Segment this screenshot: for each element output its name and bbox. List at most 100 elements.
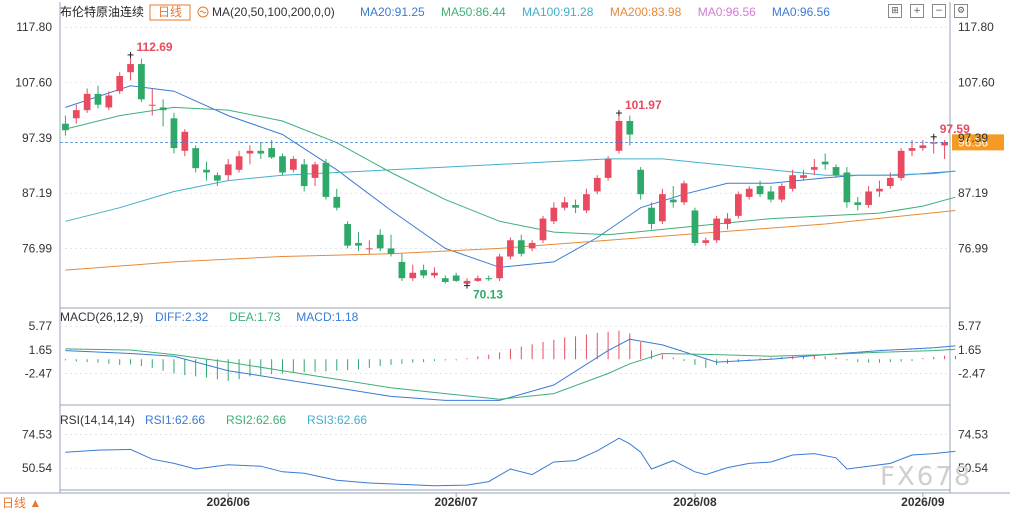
indicator-value: MA100:91.28 — [522, 5, 594, 19]
candle — [203, 161, 210, 181]
x-tick-label: 2026/07 — [434, 495, 478, 509]
period-tag-box — [149, 4, 191, 21]
candle-body — [463, 280, 471, 284]
candle — [83, 88, 91, 113]
candle — [854, 196, 862, 211]
candle-body — [583, 194, 590, 211]
candle — [593, 175, 601, 195]
candle — [94, 85, 102, 109]
candle — [876, 180, 883, 197]
candle-body — [941, 142, 948, 146]
candle — [659, 188, 666, 224]
candle-body — [420, 270, 427, 276]
candle — [181, 129, 189, 157]
candle-body — [734, 194, 742, 216]
candle — [246, 145, 254, 165]
grid-icon[interactable]: ⊞ — [888, 4, 902, 18]
candle — [919, 139, 927, 151]
candle-body — [865, 191, 872, 206]
candle-body — [626, 120, 634, 135]
macd-dea-line — [65, 348, 956, 400]
period-button[interactable]: 日线 ▲ — [2, 496, 42, 510]
indicator-settings-icon[interactable] — [197, 6, 209, 18]
candle — [756, 180, 764, 197]
candle — [941, 139, 948, 159]
candle-body — [62, 123, 69, 131]
grid-lines — [0, 2, 1010, 494]
indicator-value: MA200:83.98 — [610, 5, 682, 19]
candle-body — [593, 177, 601, 192]
candle-body — [170, 118, 178, 149]
period-tag[interactable]: 日线 — [158, 5, 182, 19]
candle-body — [105, 95, 113, 108]
candle — [420, 264, 427, 279]
ma-values: MA20:91.25 MA50:86.44 MA100:91.28 MA200:83.… — [360, 5, 830, 19]
candle-body — [713, 218, 721, 241]
candle-body — [279, 156, 286, 173]
candle — [214, 172, 221, 187]
x-tick-label: 2026/08 — [673, 495, 717, 509]
plus-icon[interactable]: + — [910, 4, 924, 18]
candle-body — [528, 242, 536, 249]
candle — [452, 272, 460, 282]
candle-body — [94, 93, 102, 105]
candle-body — [344, 223, 351, 246]
candle-body — [572, 205, 579, 208]
minus-icon[interactable]: − — [932, 4, 946, 18]
ma20-line — [65, 85, 956, 268]
candle — [572, 199, 579, 214]
chart-title: 布伦特原油连续 — [60, 4, 144, 19]
high-label: 97.59 — [940, 122, 970, 136]
candle-body — [138, 64, 145, 100]
ma-label: MA(20,50,100,200,0,0) — [212, 5, 335, 19]
candle-body — [648, 207, 655, 224]
rsi-line — [65, 437, 956, 487]
candle — [268, 139, 276, 159]
candle-body — [409, 272, 417, 279]
candle — [322, 158, 330, 200]
candle — [724, 213, 731, 230]
candle-body — [181, 131, 189, 151]
candle — [116, 72, 124, 94]
low-marker: 70.13 — [464, 282, 503, 302]
candle — [496, 253, 503, 281]
candle-body — [322, 162, 330, 197]
price-tick-right: 76.99 — [958, 241, 988, 255]
rsi-values: RSI1:62.66 RSI2:62.66 RSI3:62.66 — [145, 413, 367, 427]
candle — [105, 91, 113, 111]
candle-body — [485, 278, 493, 280]
ma200-line — [65, 210, 956, 271]
candle-body — [398, 261, 406, 279]
high-marker: 101.97 — [615, 98, 662, 117]
rsi-tick-left: 50.54 — [22, 461, 52, 475]
price-tick-right: 97.39 — [958, 131, 988, 145]
macd-tick-right: 1.65 — [958, 343, 982, 357]
candle-body — [886, 177, 894, 187]
candle — [235, 150, 243, 173]
price-tick-right: 87.19 — [958, 186, 988, 200]
macd-tick-left: 5.77 — [29, 319, 53, 333]
price-tick-right: 117.80 — [958, 20, 994, 34]
indicator-value: MA0:96.56 — [772, 5, 830, 19]
candle-body — [919, 145, 927, 149]
candle-body — [897, 150, 905, 178]
candle-body — [387, 248, 395, 254]
candle-body — [365, 248, 373, 250]
candle — [583, 188, 590, 214]
price-tick-left: 97.39 — [22, 131, 52, 145]
candle-body — [496, 256, 503, 279]
candle-body — [669, 199, 677, 203]
current-price-box — [952, 134, 1004, 151]
candle-body — [355, 242, 362, 246]
candle-body — [659, 194, 666, 222]
indicator-value: MA20:91.25 — [360, 5, 425, 19]
candle-body — [778, 186, 786, 200]
ma100-line — [65, 158, 956, 222]
candle — [431, 267, 438, 279]
candle — [279, 153, 286, 176]
settings-icon[interactable]: ⚙ — [954, 4, 968, 18]
candle-body — [680, 183, 688, 203]
candle — [561, 196, 569, 211]
candle-body — [789, 175, 796, 189]
